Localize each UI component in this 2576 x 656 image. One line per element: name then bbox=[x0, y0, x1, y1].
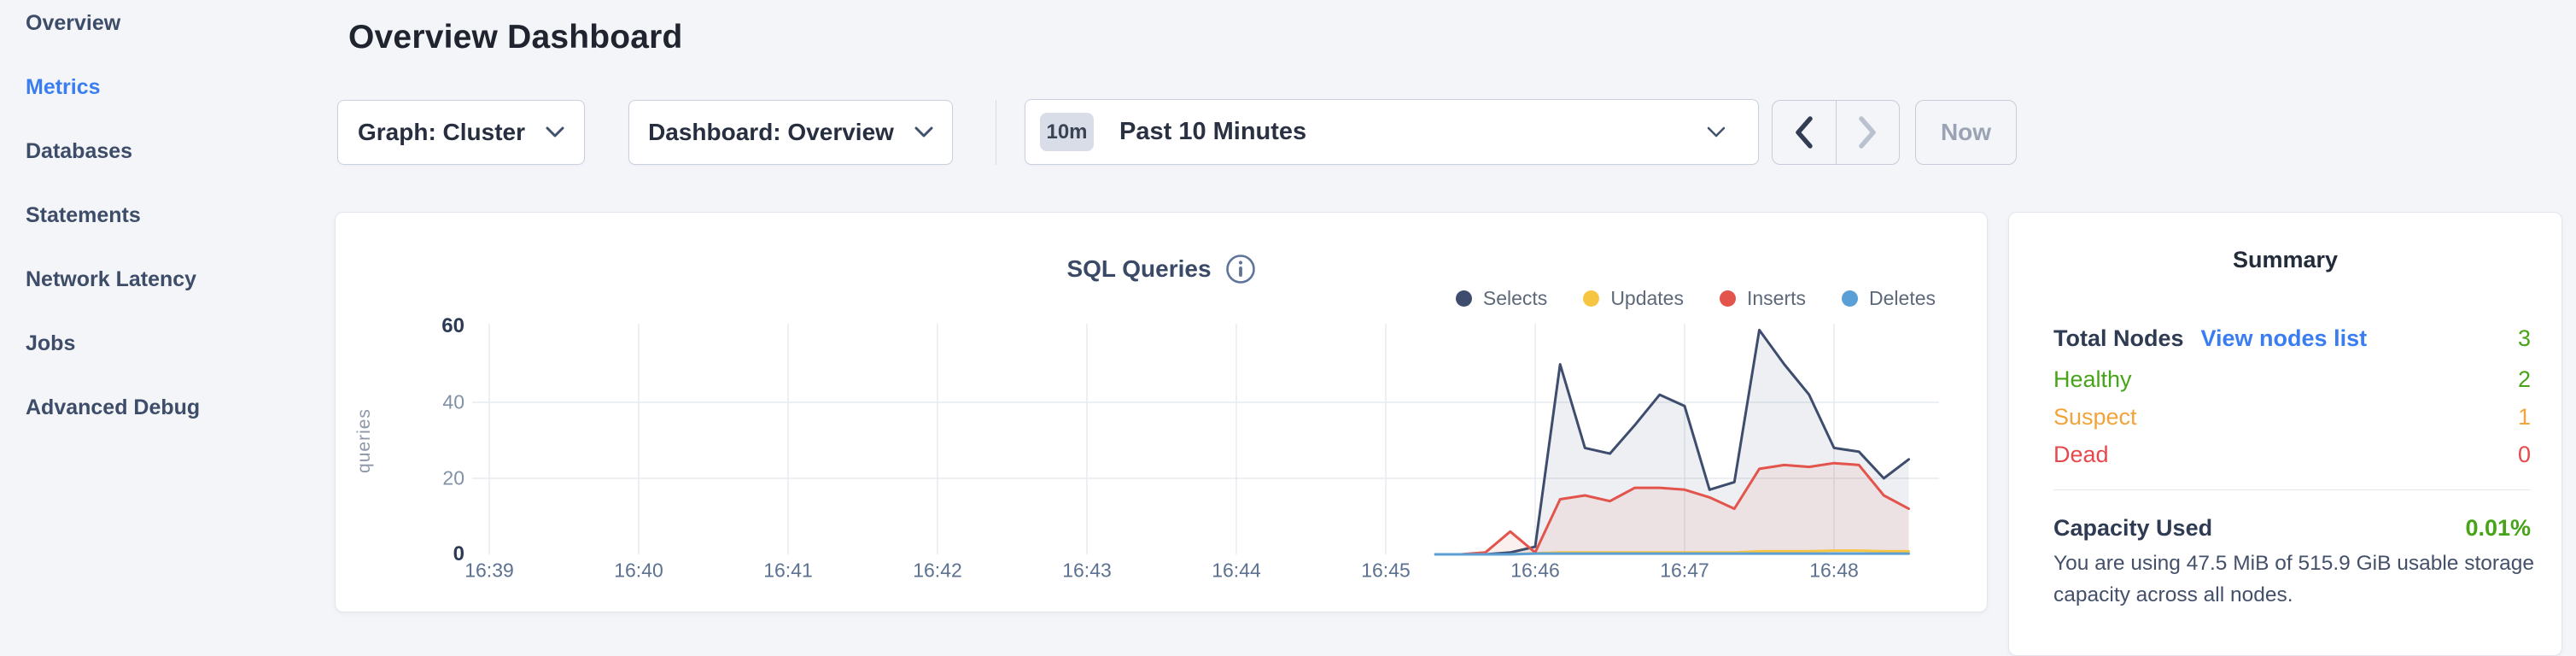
chart-title: SQL Queries bbox=[1066, 255, 1212, 282]
node-status-label: Dead bbox=[2053, 441, 2109, 467]
x-axis-tick: 16:43 bbox=[1062, 559, 1112, 582]
x-axis-tick: 16:42 bbox=[913, 559, 962, 582]
chart-plot-area[interactable] bbox=[336, 317, 1989, 573]
total-nodes-label: Total Nodes bbox=[2053, 325, 2184, 351]
y-axis-tick: 20 bbox=[442, 466, 464, 489]
x-axis-tick: 16:48 bbox=[1809, 559, 1859, 582]
dashboard-dropdown[interactable]: Dashboard: Overview bbox=[628, 100, 953, 165]
legend-item-deletes[interactable]: Deletes bbox=[1842, 287, 1936, 310]
sidebar-item-metrics[interactable]: Metrics bbox=[26, 74, 101, 99]
total-nodes-row: Total Nodes View nodes list 3 bbox=[2053, 323, 2531, 354]
chevron-right-icon bbox=[1859, 116, 1876, 149]
capacity-description: You are using 47.5 MiB of 515.9 GiB usab… bbox=[2053, 552, 2534, 606]
time-range-label: Past 10 Minutes bbox=[1119, 118, 1307, 145]
x-axis-tick: 16:39 bbox=[464, 559, 514, 582]
sidebar-item-advanced-debug[interactable]: Advanced Debug bbox=[26, 395, 201, 419]
legend-dot bbox=[1719, 290, 1736, 307]
chevron-down-icon bbox=[1707, 126, 1726, 137]
time-range-pager bbox=[1772, 100, 1900, 165]
legend-dot bbox=[1583, 290, 1600, 307]
y-axis-title: queries bbox=[354, 408, 374, 473]
summary-panel: Summary Total Nodes View nodes list 3 He… bbox=[2008, 212, 2562, 656]
sql-queries-chart-card: SQL Queries Selects Updates Inserts Deletes… bbox=[335, 212, 1988, 612]
chevron-down-icon bbox=[546, 126, 564, 138]
capacity-value: 0.01% bbox=[2465, 514, 2531, 541]
node-status-row-dead: Dead 0 bbox=[2053, 439, 2531, 470]
x-axis-tick: 16:44 bbox=[1212, 559, 1261, 582]
legend-label: Deletes bbox=[1869, 286, 1936, 309]
x-axis-tick: 16:47 bbox=[1660, 559, 1709, 582]
info-icon[interactable] bbox=[1225, 254, 1256, 284]
summary-divider bbox=[2053, 489, 2531, 490]
graph-dropdown[interactable]: Graph: Cluster bbox=[337, 100, 585, 165]
node-status-value: 1 bbox=[2517, 403, 2531, 430]
chevron-left-icon bbox=[1796, 116, 1813, 149]
node-status-label: Healthy bbox=[2053, 366, 2132, 392]
node-status-label: Suspect bbox=[2053, 403, 2137, 430]
y-axis-tick: 40 bbox=[442, 390, 464, 413]
sidebar-item-overview[interactable]: Overview bbox=[26, 10, 121, 35]
sidebar-item-network-latency[interactable]: Network Latency bbox=[26, 266, 197, 291]
legend-item-selects[interactable]: Selects bbox=[1455, 286, 1548, 310]
next-time-button[interactable] bbox=[1835, 101, 1900, 164]
legend-label: Inserts bbox=[1746, 286, 1807, 309]
sidebar-nav: Overview Metrics Databases Statements Networ… bbox=[0, 0, 333, 624]
node-status-row-suspect: Suspect 1 bbox=[2053, 401, 2531, 432]
chart-legend: Selects Updates Inserts Deletes bbox=[1420, 286, 1936, 310]
node-status-value: 0 bbox=[2517, 441, 2531, 467]
legend-label: Updates bbox=[1610, 286, 1684, 309]
legend-item-updates[interactable]: Updates bbox=[1583, 287, 1684, 310]
y-axis-tick: 60 bbox=[441, 314, 464, 337]
time-range-selector[interactable]: 10m Past 10 Minutes bbox=[1025, 99, 1759, 165]
y-axis-tick: 0 bbox=[453, 542, 464, 565]
sidebar-item-statements[interactable]: Statements bbox=[26, 202, 141, 227]
legend-item-inserts[interactable]: Inserts bbox=[1719, 286, 1807, 310]
legend-dot bbox=[1842, 290, 1859, 307]
sidebar-item-databases[interactable]: Databases bbox=[26, 138, 133, 163]
capacity-row: Capacity Used 0.01% bbox=[2053, 512, 2531, 543]
total-nodes-value: 3 bbox=[2517, 325, 2531, 351]
x-axis-tick: 16:40 bbox=[614, 559, 663, 582]
page-title: Overview Dashboard bbox=[348, 19, 683, 56]
now-button[interactable]: Now bbox=[1915, 100, 2017, 165]
prev-time-button[interactable] bbox=[1773, 101, 1836, 164]
dashboard-dropdown-label: Dashboard: Overview bbox=[648, 119, 894, 145]
x-axis-tick: 16:46 bbox=[1510, 559, 1560, 582]
x-axis-tick: 16:45 bbox=[1361, 559, 1411, 582]
now-button-label: Now bbox=[1940, 119, 1992, 145]
chevron-down-icon bbox=[914, 126, 933, 138]
node-status-row-healthy: Healthy 2 bbox=[2053, 364, 2531, 395]
view-nodes-list-link[interactable]: View nodes list bbox=[2200, 325, 2368, 351]
time-range-badge: 10m bbox=[1040, 113, 1094, 151]
x-axis-tick: 16:41 bbox=[763, 559, 813, 582]
sidebar-item-jobs[interactable]: Jobs bbox=[26, 331, 76, 355]
legend-label: Selects bbox=[1482, 286, 1548, 309]
graph-dropdown-label: Graph: Cluster bbox=[357, 119, 526, 145]
capacity-label: Capacity Used bbox=[2053, 514, 2213, 541]
summary-title: Summary bbox=[2232, 247, 2339, 272]
node-status-value: 2 bbox=[2517, 366, 2531, 392]
legend-dot bbox=[1455, 290, 1472, 307]
